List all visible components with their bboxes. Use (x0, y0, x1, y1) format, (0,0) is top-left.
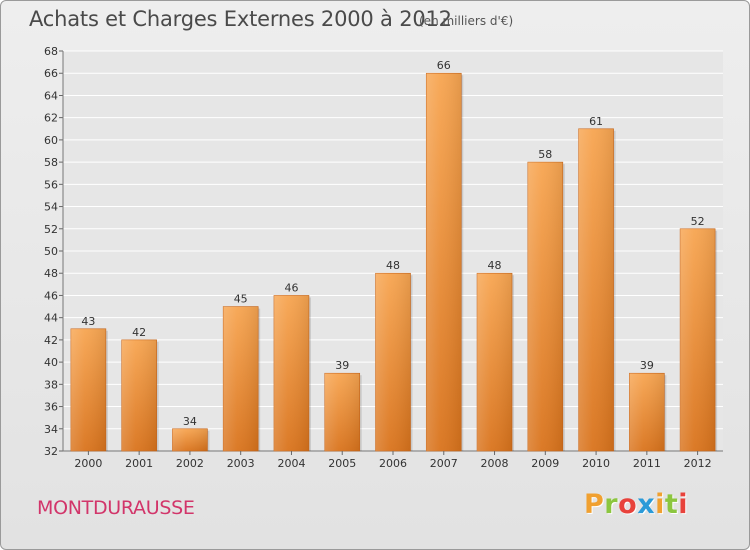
x-tick-label: 2010 (582, 457, 610, 470)
bar-value-label: 58 (538, 148, 552, 161)
y-tick-label: 34 (44, 423, 58, 436)
y-tick-label: 46 (44, 289, 58, 302)
y-tick-label: 56 (44, 178, 58, 191)
y-tick-label: 32 (44, 445, 58, 458)
y-tick-label: 42 (44, 334, 58, 347)
bar-shine (629, 373, 665, 451)
y-tick-label: 44 (44, 312, 58, 325)
bar-value-label: 61 (589, 115, 603, 128)
bar-shine (70, 328, 106, 451)
y-tick-label: 60 (44, 134, 58, 147)
bar-value-label: 66 (437, 59, 451, 72)
x-tick-label: 2003 (227, 457, 255, 470)
bar-shine (578, 128, 614, 451)
x-tick-label: 2002 (176, 457, 204, 470)
bar-value-label: 52 (691, 215, 705, 228)
logo-letter: i (678, 489, 689, 520)
y-tick-label: 68 (44, 45, 58, 58)
y-tick-label: 66 (44, 67, 58, 80)
bar-shine (375, 273, 411, 451)
y-tick-label: 40 (44, 356, 58, 369)
logo-letter: i (655, 489, 665, 520)
bar-value-label: 48 (488, 259, 502, 272)
x-tick-label: 2004 (277, 457, 305, 470)
logo-letter: x (637, 489, 656, 520)
y-tick-label: 48 (44, 267, 58, 280)
y-tick-label: 54 (44, 201, 58, 214)
proxiti-logo[interactable]: Proxiti (584, 489, 688, 520)
logo-letter: r (604, 489, 619, 520)
x-tick-label: 2011 (633, 457, 661, 470)
x-tick-label: 2007 (430, 457, 458, 470)
y-tick-label: 52 (44, 223, 58, 236)
logo-letter: t (664, 489, 679, 520)
x-tick-label: 2005 (328, 457, 356, 470)
bar-value-label: 34 (183, 415, 197, 428)
y-tick-label: 36 (44, 401, 58, 414)
bar-value-label: 45 (234, 293, 248, 306)
town-name: MONTDURAUSSE (37, 497, 195, 519)
y-tick-label: 50 (44, 245, 58, 258)
bar-shine (477, 273, 513, 451)
x-tick-label: 2009 (531, 457, 559, 470)
logo-letter: o (618, 489, 638, 520)
bar-shine (527, 162, 563, 451)
y-tick-label: 38 (44, 378, 58, 391)
bar-shine (172, 428, 208, 451)
bar-value-label: 46 (284, 281, 298, 294)
x-tick-label: 2006 (379, 457, 407, 470)
bar-shine (223, 306, 259, 451)
bar-value-label: 39 (640, 359, 654, 372)
x-tick-label: 2008 (481, 457, 509, 470)
chart-subtitle: (en milliers d'€) (419, 14, 514, 28)
bar-shine (121, 339, 157, 451)
x-tick-label: 2012 (684, 457, 712, 470)
bar-value-label: 42 (132, 326, 146, 339)
y-tick-label: 58 (44, 156, 58, 169)
y-tick-label: 62 (44, 112, 58, 125)
bar-shine (273, 295, 309, 451)
x-tick-label: 2001 (125, 457, 153, 470)
y-tick-label: 64 (44, 89, 58, 102)
bar-shine (324, 373, 360, 451)
bar-shine (426, 73, 462, 451)
bar-value-label: 48 (386, 259, 400, 272)
logo-letter: P (584, 489, 605, 520)
bar-value-label: 39 (335, 359, 349, 372)
chart-title: Achats et Charges Externes 2000 à 2012 (29, 7, 452, 31)
bar-shine (680, 228, 716, 451)
bar-value-label: 43 (81, 315, 95, 328)
x-tick-label: 2000 (74, 457, 102, 470)
